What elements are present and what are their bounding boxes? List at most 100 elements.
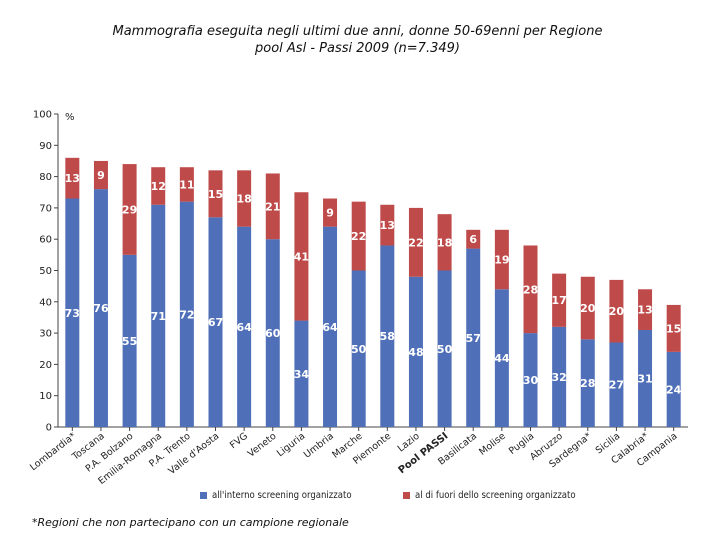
y-tick-label: 90 xyxy=(39,141,52,152)
data-label: 41 xyxy=(294,250,309,263)
data-label: 60 xyxy=(265,327,281,340)
data-label: 20 xyxy=(580,302,596,315)
bar-segment-interno xyxy=(609,342,624,427)
y-axis-label: % xyxy=(65,112,75,123)
bar-segment-fuori xyxy=(580,276,595,340)
y-tick-label: 10 xyxy=(39,391,52,402)
bar-segment-fuori xyxy=(437,214,452,271)
data-label: 15 xyxy=(208,188,223,201)
data-label: 18 xyxy=(437,236,452,249)
bar-segment-interno xyxy=(523,333,538,427)
data-label: 67 xyxy=(208,316,223,329)
chart-title-line1: Mammografia eseguita negli ultimi due an… xyxy=(112,24,603,39)
data-label: 71 xyxy=(151,310,166,323)
y-tick-label: 70 xyxy=(39,203,52,214)
y-tick-label: 50 xyxy=(39,266,52,277)
data-label: 73 xyxy=(65,307,80,320)
bar-segment-fuori xyxy=(208,170,223,218)
data-label: 27 xyxy=(609,379,624,392)
bar-segment-fuori xyxy=(65,157,80,199)
data-label: 13 xyxy=(637,304,652,317)
y-tick-label: 0 xyxy=(46,423,52,434)
data-label: 13 xyxy=(65,172,80,185)
x-tick-label: Umbria xyxy=(302,431,336,461)
bar-segment-fuori xyxy=(523,245,538,334)
data-label: 24 xyxy=(666,383,682,396)
x-tick-label: Molise xyxy=(477,431,508,458)
x-tick-label: Liguria xyxy=(275,431,307,460)
y-tick-label: 100 xyxy=(33,110,52,121)
data-label: 64 xyxy=(236,321,252,334)
data-label: 22 xyxy=(351,230,366,243)
bar-segment-fuori xyxy=(351,201,366,271)
bar-segment-fuori xyxy=(666,304,681,352)
bar-segment-interno xyxy=(408,276,423,427)
x-tick-label: Veneto xyxy=(246,431,279,460)
bar-segment-interno xyxy=(323,226,338,427)
bar-segment-interno xyxy=(466,248,481,427)
data-label: 57 xyxy=(466,332,481,345)
chart-title-line2: pool Asl - Passi 2009 (n=7.349) xyxy=(255,41,460,56)
legend-swatch-fuori xyxy=(403,492,410,499)
data-label: 22 xyxy=(408,236,423,249)
bar-segment-interno xyxy=(294,320,309,427)
bar-segment-fuori xyxy=(609,279,624,343)
bar-segment-fuori xyxy=(494,229,509,290)
bar-segment-interno xyxy=(494,289,509,427)
data-label: 31 xyxy=(637,372,652,385)
data-label: 20 xyxy=(609,305,625,318)
footnote: *Regioni che non partecipano con un camp… xyxy=(32,516,349,529)
legend-label-interno: all'interno screening organizzato xyxy=(212,490,352,501)
data-label: 17 xyxy=(551,294,566,307)
bar-segment-fuori xyxy=(466,229,481,249)
bar-segment-fuori xyxy=(408,207,423,277)
data-label: 55 xyxy=(122,335,137,348)
bar-segment-fuori xyxy=(122,164,137,255)
legend-item-fuori: al di fuori dello screening organizzato xyxy=(403,490,576,501)
data-label: 64 xyxy=(322,321,338,334)
bar-segment-fuori xyxy=(638,289,653,330)
data-label: 76 xyxy=(93,302,109,315)
bar-segment-fuori xyxy=(294,192,309,321)
data-label: 34 xyxy=(294,368,310,381)
bar-segment-interno xyxy=(208,217,223,427)
data-label: 28 xyxy=(580,377,595,390)
bar-segment-interno xyxy=(93,189,108,427)
legend-swatch-interno xyxy=(200,492,207,499)
bar-segment-interno xyxy=(666,351,681,427)
data-label: 19 xyxy=(494,254,509,267)
data-label: 9 xyxy=(97,169,105,182)
bar-segment-fuori xyxy=(93,160,108,190)
data-label: 21 xyxy=(265,200,280,213)
bar-segment-interno xyxy=(437,270,452,427)
bar-segment-interno xyxy=(237,226,252,427)
bar-segment-fuori xyxy=(237,170,252,227)
y-tick-label: 30 xyxy=(39,329,52,340)
bar-segment-interno xyxy=(179,201,194,427)
data-label: 15 xyxy=(666,322,681,335)
data-label: 6 xyxy=(469,233,477,246)
data-label: 50 xyxy=(351,343,367,356)
data-label: 44 xyxy=(494,352,510,365)
bar-segment-interno xyxy=(380,245,395,427)
data-label: 13 xyxy=(380,219,395,232)
bar-segment-interno xyxy=(351,270,366,427)
bar-segment-interno xyxy=(552,326,567,427)
bar-segment-fuori xyxy=(552,273,567,327)
legend-item-interno: all'interno screening organizzato xyxy=(200,490,352,501)
bar-segment-fuori xyxy=(380,204,395,246)
bar-segment-interno xyxy=(122,254,137,427)
x-tick-label: Valle d'Aosta xyxy=(166,431,221,477)
y-tick-label: 60 xyxy=(39,235,52,246)
bar-segment-fuori xyxy=(265,173,280,240)
bar-segment-fuori xyxy=(323,198,338,227)
y-tick-label: 80 xyxy=(39,172,52,183)
data-label: 18 xyxy=(236,193,251,206)
bar-segment-fuori xyxy=(179,167,194,202)
data-label: 29 xyxy=(122,203,137,216)
bar-segment-interno xyxy=(265,239,280,427)
bar-segment-interno xyxy=(151,204,166,427)
data-label: 48 xyxy=(408,346,423,359)
data-label: 11 xyxy=(179,178,194,191)
